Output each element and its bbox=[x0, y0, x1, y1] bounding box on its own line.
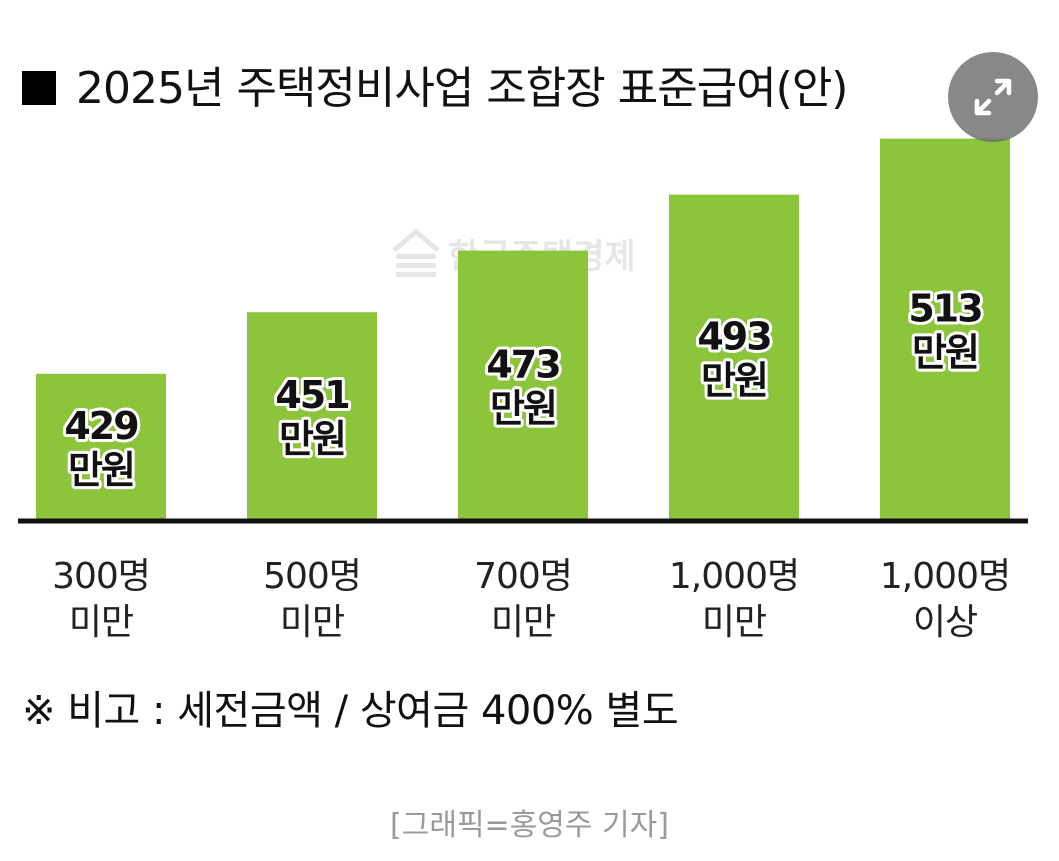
bar-value-label-0: 429 만원 bbox=[64, 404, 138, 492]
chart-title-text: 2025년 주택정비사업 조합장 표준급여(안) bbox=[76, 63, 848, 114]
category-label-2: 700명 미만 bbox=[474, 556, 572, 643]
title-square-icon bbox=[22, 71, 56, 105]
bar-0 bbox=[36, 373, 166, 520]
bar-value-label-1: 451 만원 bbox=[275, 373, 348, 461]
bar-value-label-4: 513 만원 bbox=[908, 286, 981, 374]
category-label-0: 300명 미만 bbox=[52, 556, 150, 643]
bar-2 bbox=[458, 250, 588, 520]
chart-title: 2025년 주택정비사업 조합장 표준급여(안) bbox=[22, 52, 848, 116]
graphic-credit: [그래픽=홍영주 기자] bbox=[390, 808, 669, 843]
category-label-1: 500명 미만 bbox=[263, 556, 361, 643]
bar-value-label-3: 493 만원 bbox=[697, 314, 770, 402]
category-label-3: 1,000명 미만 bbox=[669, 556, 799, 643]
expand-icon bbox=[974, 78, 1012, 116]
bar-value-label-2: 473 만원 bbox=[486, 342, 559, 430]
category-label-4: 1,000명 이상 bbox=[880, 556, 1010, 643]
building-logo-icon bbox=[392, 228, 440, 277]
bar-1 bbox=[247, 312, 377, 520]
bar-3 bbox=[669, 194, 799, 520]
footnote: ※ 비고 : 세전금액 / 상여금 400% 별도 bbox=[22, 688, 679, 734]
bar-4 bbox=[880, 138, 1010, 520]
expand-button[interactable] bbox=[948, 52, 1038, 142]
